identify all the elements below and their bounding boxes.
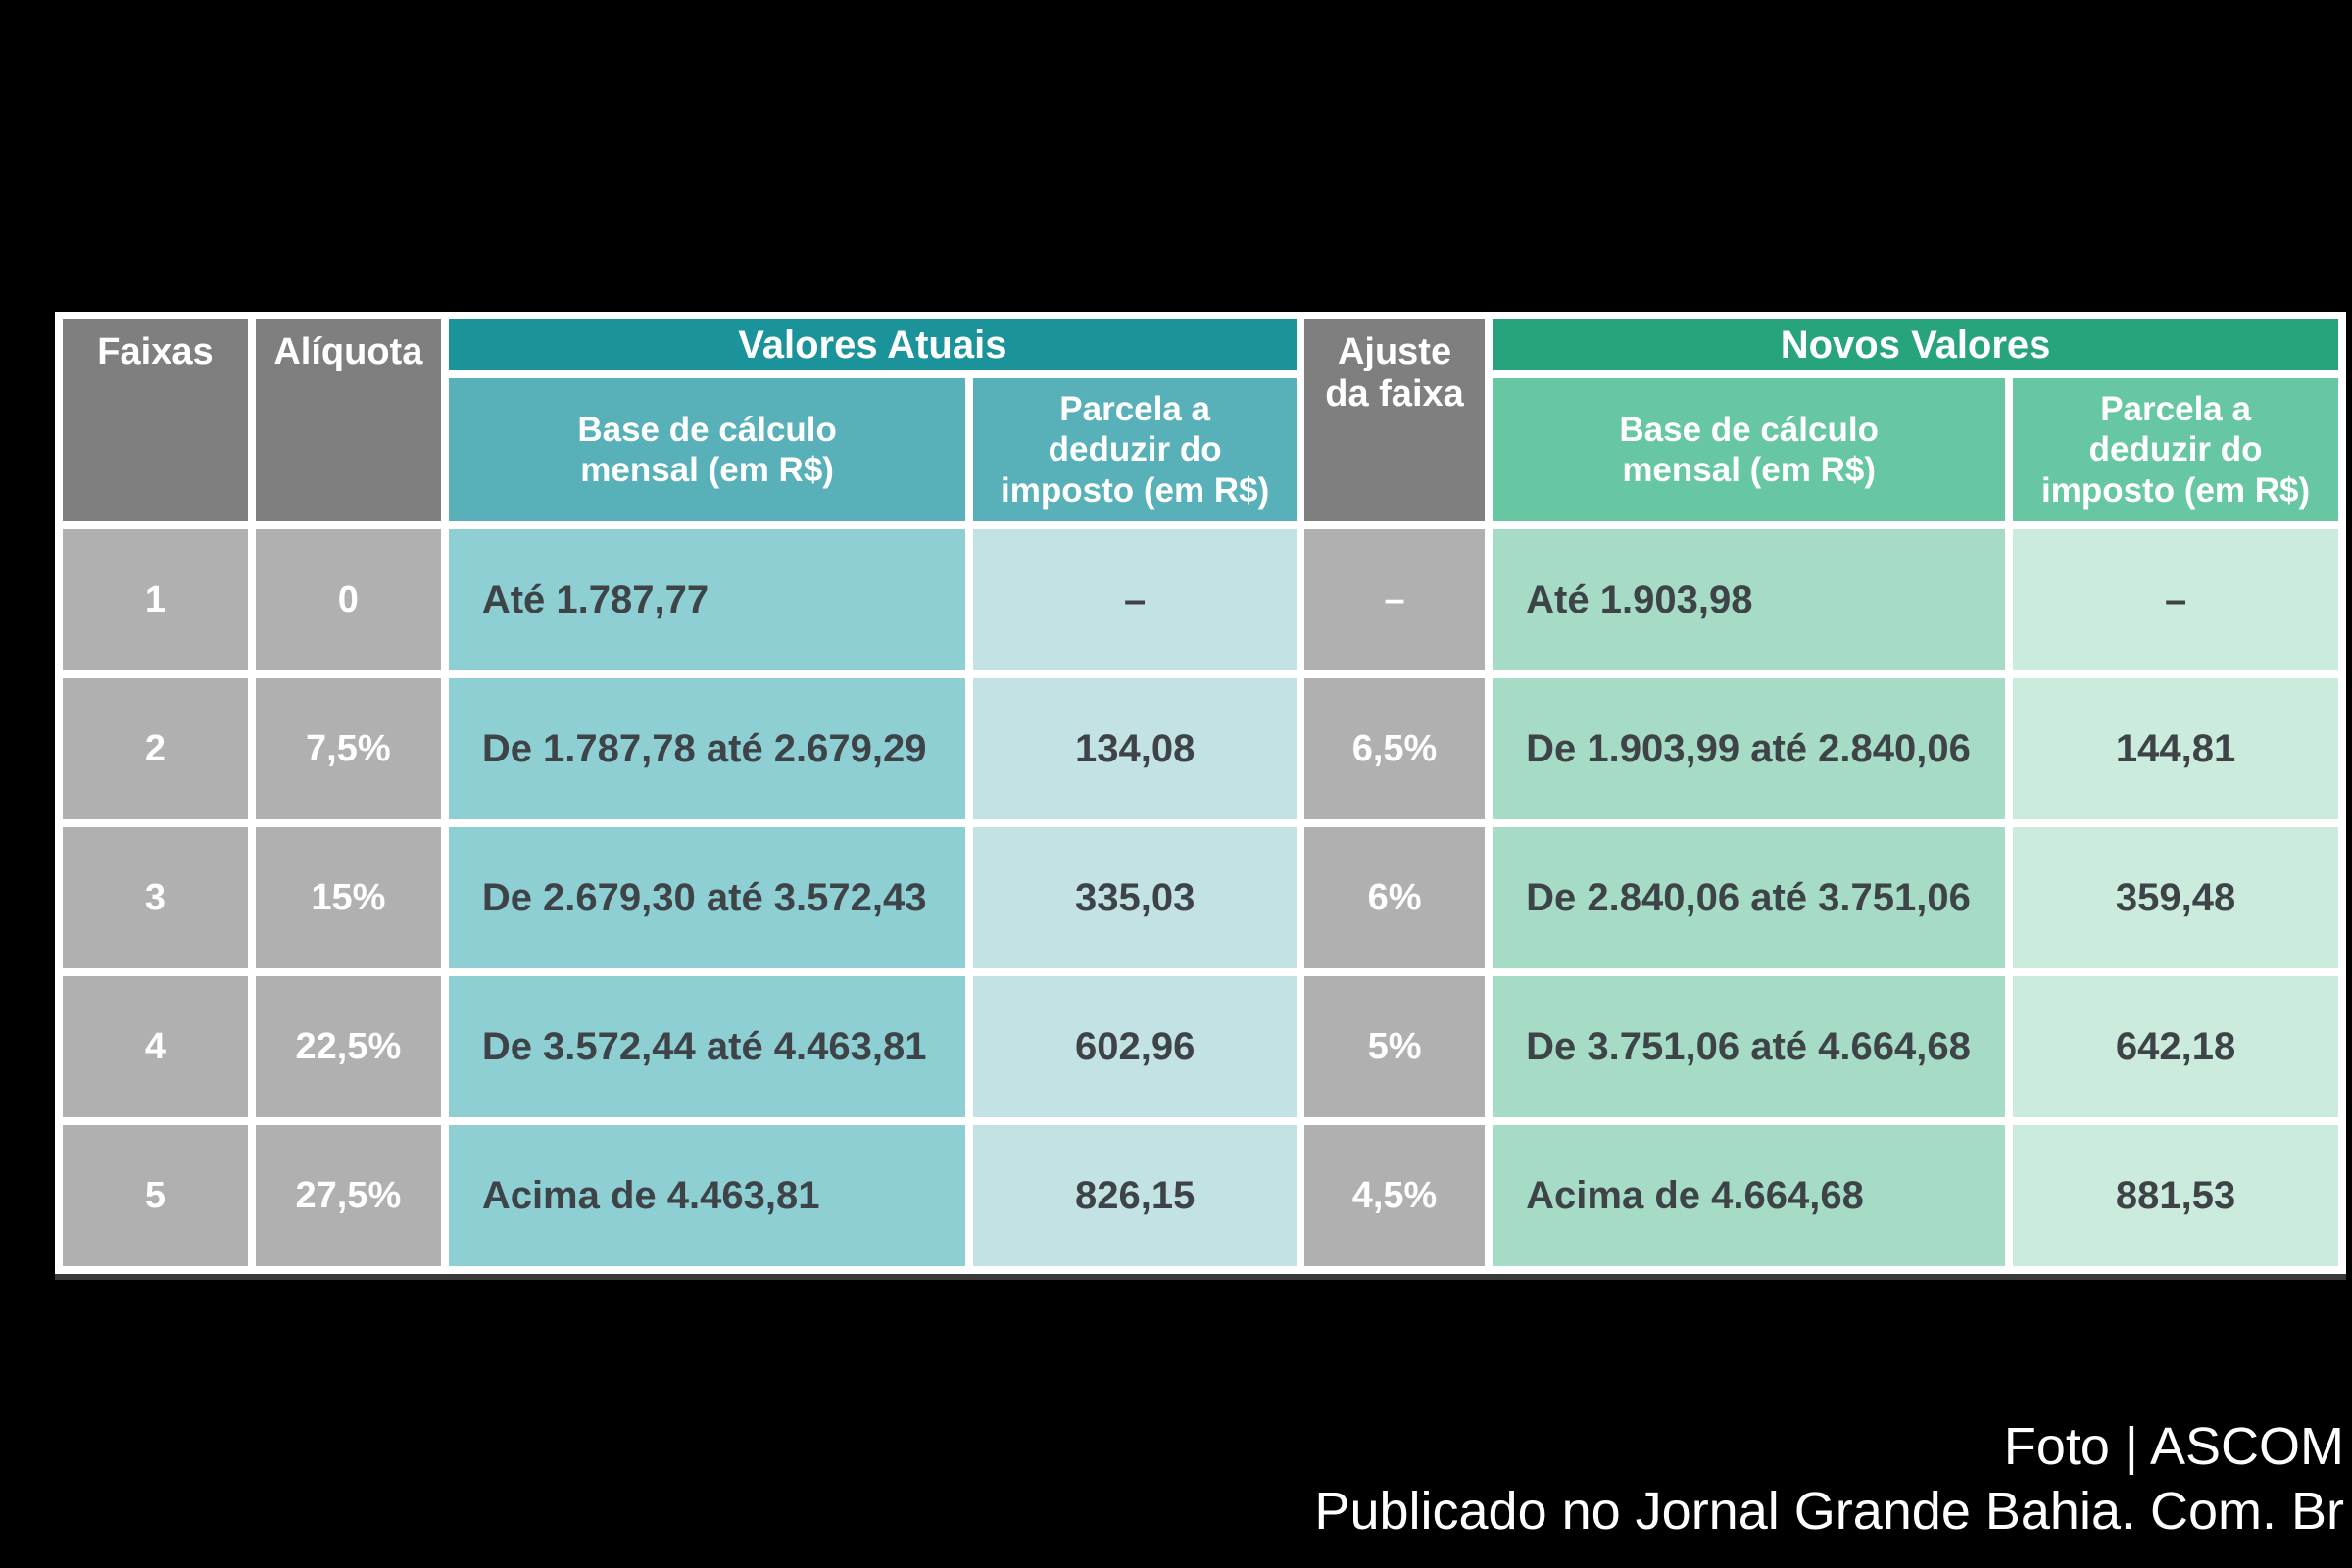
cell-faixa: 2 — [63, 678, 248, 819]
cell-parcela-novo: 642,18 — [2013, 976, 2338, 1117]
cell-parcela-atual: 134,08 — [973, 678, 1297, 819]
table-subheader-row: Base de cálculo mensal (em R$) Parcela a… — [63, 378, 2338, 521]
cell-base-novo: De 1.903,99 até 2.840,06 — [1493, 678, 2006, 819]
cell-base-atual: Acima de 4.463,81 — [448, 1125, 966, 1266]
cell-parcela-atual: 335,03 — [973, 827, 1297, 968]
cell-base-novo: De 2.840,06 até 3.751,06 — [1493, 827, 2006, 968]
table-header-row: Faixas Alíquota Valores Atuais Ajuste da… — [63, 319, 2338, 521]
cell-parcela-novo: – — [2013, 529, 2338, 670]
cell-faixa: 5 — [63, 1125, 248, 1266]
cell-base-atual: Até 1.787,77 — [448, 529, 966, 670]
table-row: 5 27,5% Acima de 4.463,81 826,15 4,5% Ac… — [63, 1125, 2338, 1266]
cell-base-novo: Acima de 4.664,68 — [1493, 1125, 2006, 1266]
cell-base-atual: De 1.787,78 até 2.679,29 — [448, 678, 966, 819]
cell-ajuste: 6% — [1303, 827, 1486, 968]
cell-aliquota: 27,5% — [255, 1125, 441, 1266]
header-aliquota: Alíquota — [255, 319, 441, 521]
cell-base-atual: De 3.572,44 até 4.463,81 — [448, 976, 966, 1117]
table-row: 4 22,5% De 3.572,44 até 4.463,81 602,96 … — [63, 976, 2338, 1117]
cell-faixa: 3 — [63, 827, 248, 968]
group-header-novos-valores: Novos Valores — [1493, 319, 2338, 370]
photo-credit: Foto | ASCOM Publicado no Jornal Grande … — [1314, 1415, 2344, 1544]
table-row: 3 15% De 2.679,30 até 3.572,43 335,03 6%… — [63, 827, 2338, 968]
cell-aliquota: 7,5% — [255, 678, 441, 819]
cell-parcela-novo: 359,48 — [2013, 827, 2338, 968]
cell-faixa: 4 — [63, 976, 248, 1117]
cell-parcela-atual: – — [973, 529, 1297, 670]
cell-aliquota: 0 — [255, 529, 441, 670]
subheader-parcela-deduzir-atual: Parcela a deduzir do imposto (em R$) — [973, 378, 1297, 521]
cell-faixa: 1 — [63, 529, 248, 670]
group-header-valores-atuais: Valores Atuais — [448, 319, 1297, 370]
header-faixas: Faixas — [63, 319, 248, 521]
header-ajuste-da-faixa: Ajuste da faixa — [1303, 319, 1486, 521]
table-row: 2 7,5% De 1.787,78 até 2.679,29 134,08 6… — [63, 678, 2338, 819]
cell-parcela-atual: 602,96 — [973, 976, 1297, 1117]
cell-base-novo: Até 1.903,98 — [1493, 529, 2006, 670]
photo-credit-line2: Publicado no Jornal Grande Bahia. Com. B… — [1314, 1482, 2344, 1542]
subheader-base-calculo-novo: Base de cálculo mensal (em R$) — [1493, 378, 2006, 521]
cell-base-novo: De 3.751,06 até 4.664,68 — [1493, 976, 2006, 1117]
subheader-base-calculo-atual: Base de cálculo mensal (em R$) — [448, 378, 966, 521]
cell-parcela-novo: 881,53 — [2013, 1125, 2338, 1266]
cell-parcela-atual: 826,15 — [973, 1125, 1297, 1266]
cell-ajuste: 5% — [1303, 976, 1486, 1117]
subheader-parcela-deduzir-novo: Parcela a deduzir do imposto (em R$) — [2013, 378, 2338, 521]
cell-aliquota: 22,5% — [255, 976, 441, 1117]
cell-aliquota: 15% — [255, 827, 441, 968]
cell-ajuste: – — [1303, 529, 1486, 670]
tax-brackets-table: Faixas Alíquota Valores Atuais Ajuste da… — [55, 312, 2346, 1274]
income-tax-table: Faixas Alíquota Valores Atuais Ajuste da… — [55, 312, 2346, 1280]
cell-ajuste: 4,5% — [1303, 1125, 1486, 1266]
cell-parcela-novo: 144,81 — [2013, 678, 2338, 819]
photo-credit-line1: Foto | ASCOM — [2003, 1417, 2344, 1477]
cell-base-atual: De 2.679,30 até 3.572,43 — [448, 827, 966, 968]
cell-ajuste: 6,5% — [1303, 678, 1486, 819]
table-row: 1 0 Até 1.787,77 – – Até 1.903,98 – — [63, 529, 2338, 670]
